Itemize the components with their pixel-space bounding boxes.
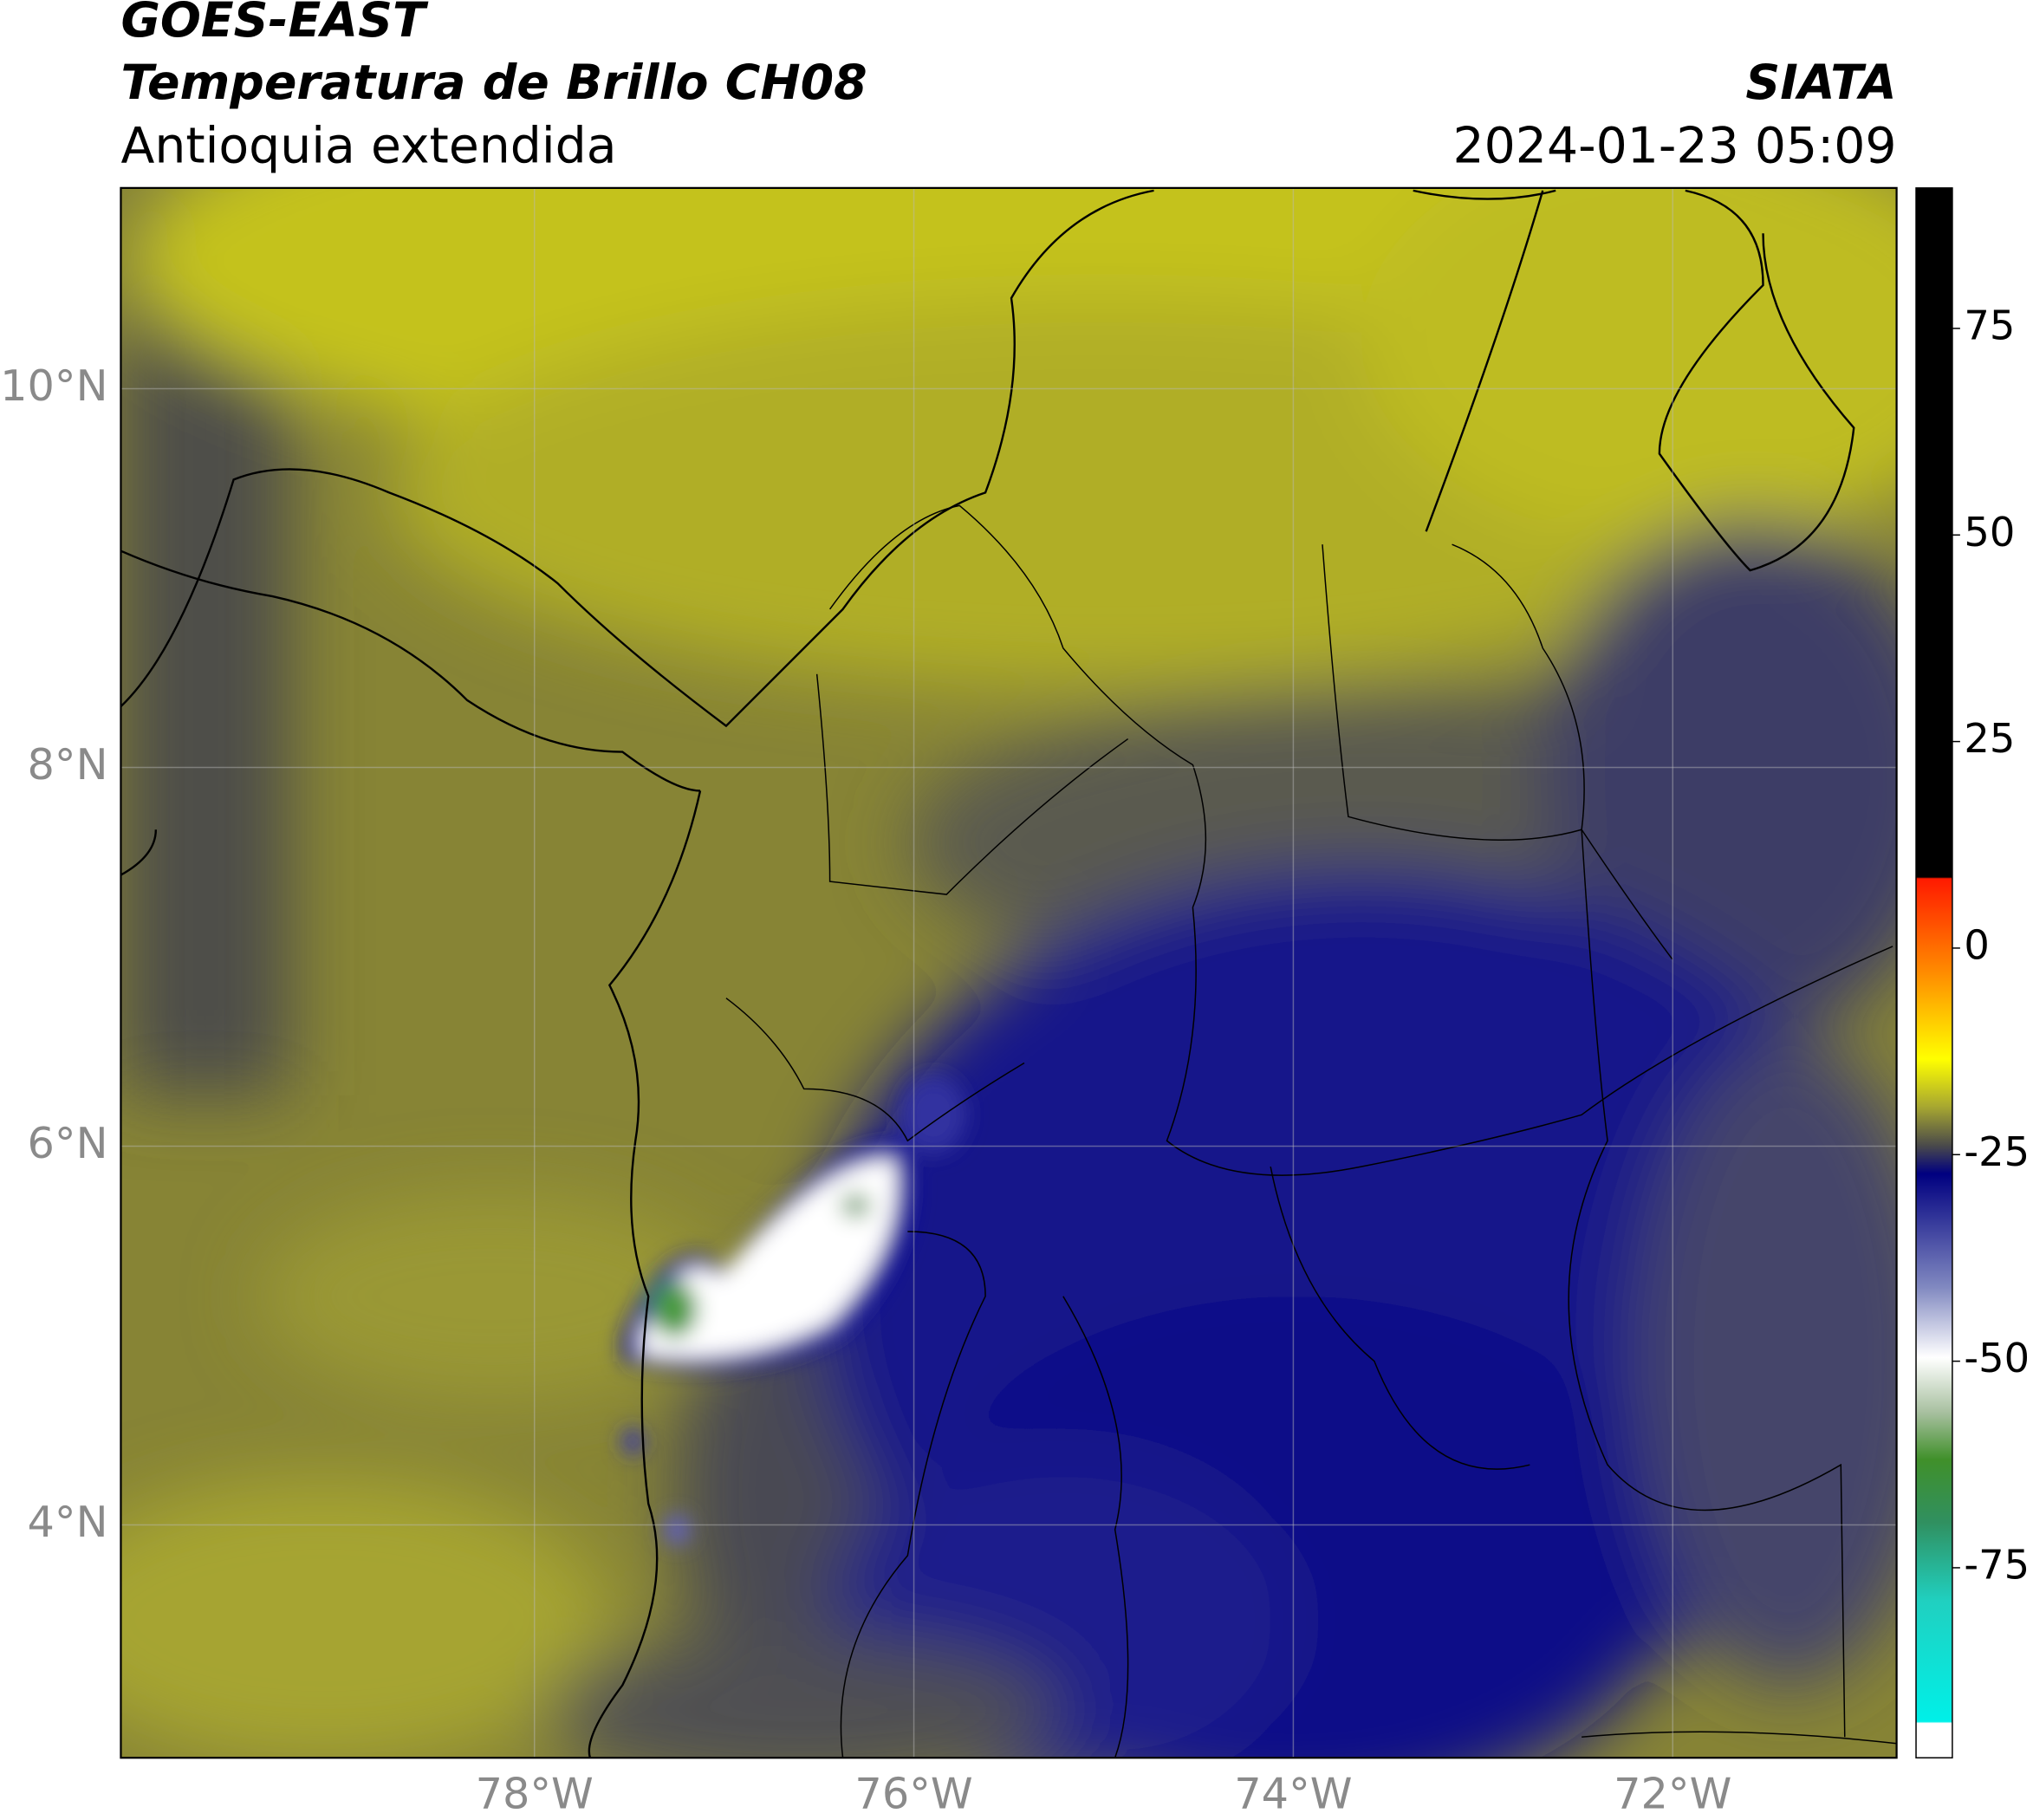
colorbar-tick-label: -25 <box>1964 1128 2030 1175</box>
boundaries <box>725 504 1897 1758</box>
title: GOES-EAST <box>120 0 429 49</box>
y-tick-label: 10°N <box>0 361 107 411</box>
y-tick-label: 4°N <box>28 1497 108 1547</box>
colorbar-tick-label: 0 <box>1964 921 1990 968</box>
colorbar-tick-label: -75 <box>1964 1541 2030 1588</box>
colorbar <box>1915 187 1953 1758</box>
y-tick-label: 6°N <box>28 1118 108 1168</box>
grid <box>120 187 1897 1758</box>
coastlines <box>120 189 1855 1758</box>
colorbar-tick-label: 25 <box>1964 715 2015 762</box>
x-tick-label: 76°W <box>854 1769 972 1819</box>
x-tick-label: 74°W <box>1234 1769 1352 1819</box>
region: Antioquia extendida <box>120 118 616 175</box>
y-tick-label: 8°N <box>28 739 108 790</box>
x-tick-label: 78°W <box>476 1769 594 1819</box>
map-frame <box>120 186 1898 1759</box>
subtitle: Temperatura de Brillo CH08 <box>120 55 867 111</box>
datetime: 2024-01-23 05:09 <box>1453 118 1897 175</box>
colorbar-tick-label: -50 <box>1964 1335 2030 1381</box>
x-tick-label: 72°W <box>1614 1769 1731 1819</box>
source: SIATA <box>1745 55 1896 111</box>
colorbar-tick-label: 50 <box>1964 509 2015 556</box>
colorbar-tick-label: 75 <box>1964 302 2015 348</box>
satellite-image <box>120 187 1897 1758</box>
